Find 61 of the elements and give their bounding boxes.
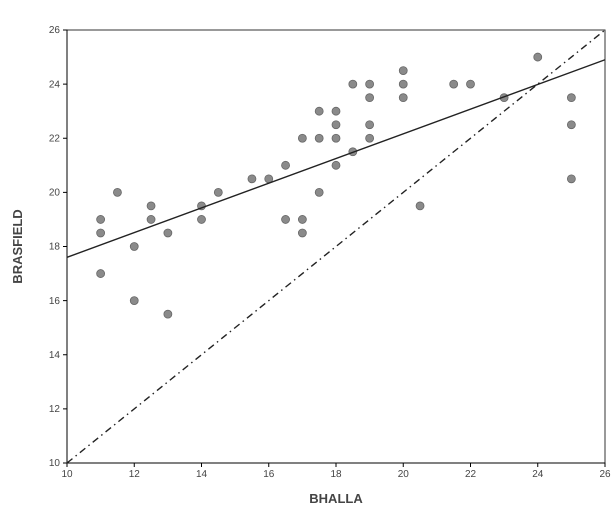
point	[398, 93, 408, 102]
y-tick-label: 22	[48, 133, 60, 144]
y-tick-label: 16	[48, 296, 60, 307]
x-tick-label: 10	[61, 469, 73, 480]
point	[332, 160, 340, 170]
point	[96, 228, 106, 238]
point	[197, 215, 206, 224]
point	[398, 66, 408, 75]
y-axis-title: BRASFIELD	[10, 209, 25, 284]
point	[298, 134, 307, 143]
point	[314, 134, 324, 143]
point	[264, 174, 274, 184]
point	[298, 215, 307, 224]
point	[348, 80, 358, 89]
x-tick-label: 12	[128, 469, 140, 480]
point	[314, 106, 324, 116]
x-tick-label: 16	[263, 469, 275, 480]
point	[566, 174, 576, 184]
point	[146, 202, 156, 210]
point	[398, 80, 408, 89]
point	[130, 296, 139, 306]
y-tick-label: 20	[48, 188, 60, 199]
point	[365, 80, 374, 89]
y-tick-label: 18	[48, 242, 60, 253]
x-tick-label: 18	[330, 469, 342, 480]
point	[466, 80, 475, 89]
point	[365, 134, 374, 143]
x-tick-label: 26	[599, 469, 611, 480]
x-tick-label: 20	[398, 469, 410, 480]
point	[113, 188, 122, 197]
point	[314, 188, 324, 197]
point	[248, 174, 256, 184]
point	[566, 120, 576, 130]
point	[163, 310, 172, 319]
point	[533, 52, 542, 62]
x-tick-label: 24	[532, 469, 544, 480]
point	[416, 202, 424, 210]
x-tick-label: 22	[464, 469, 476, 480]
point	[332, 106, 340, 116]
point	[566, 93, 576, 102]
point	[130, 242, 139, 251]
point	[365, 120, 374, 130]
point	[281, 215, 290, 224]
point	[332, 134, 340, 143]
point	[298, 228, 307, 238]
point	[96, 269, 106, 278]
x-tick-label: 14	[196, 469, 208, 480]
point	[281, 160, 290, 170]
point	[146, 215, 156, 224]
point	[214, 188, 223, 197]
point	[449, 80, 458, 89]
point	[332, 120, 340, 130]
y-tick-label: 12	[48, 404, 60, 416]
y-tick-label: 10	[48, 458, 60, 470]
x-axis-title: BHALLA	[309, 491, 364, 506]
point	[365, 93, 374, 102]
point	[163, 228, 172, 238]
point	[96, 215, 106, 224]
y-tick-label: 24	[48, 79, 60, 90]
y-tick-label: 26	[48, 25, 60, 36]
y-tick-label: 14	[48, 350, 60, 361]
